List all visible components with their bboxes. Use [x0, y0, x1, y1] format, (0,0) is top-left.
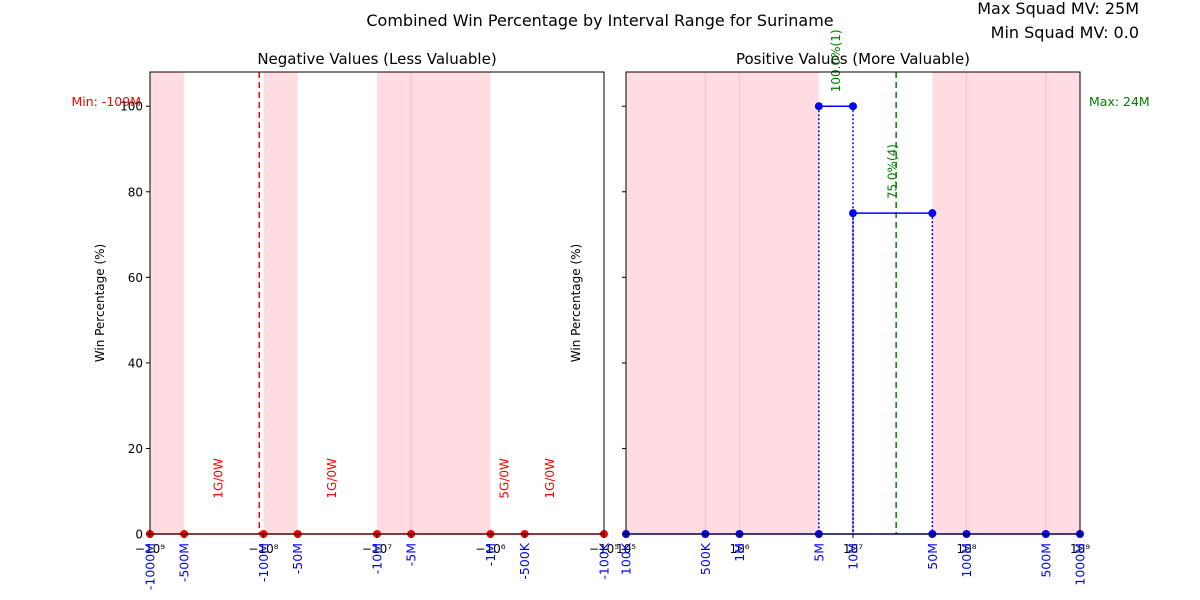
- step-point: [849, 102, 857, 111]
- x-value-label: 50M: [925, 543, 940, 570]
- x-tick-label: −10⁵: [589, 542, 619, 556]
- pos-y-axis-label: Win Percentage (%): [569, 244, 583, 362]
- x-tick-label: 10⁵: [616, 542, 636, 556]
- max-squad-mv-label: Max Squad MV: 25M: [977, 0, 1139, 18]
- pos-panel-title: Positive Values (More Valuable): [736, 50, 970, 68]
- x-value-label: 500K: [698, 542, 713, 575]
- step-point: [928, 209, 937, 218]
- step-point: [814, 102, 823, 111]
- x-value-label: 100K: [619, 542, 634, 575]
- x-value-label: -500K: [517, 542, 532, 579]
- x-tick-label: 10⁹: [1070, 542, 1090, 556]
- y-tick-label: 100: [120, 100, 143, 114]
- data-annotation: 1G/0W: [211, 458, 225, 499]
- x-tick-label: 10⁷: [843, 542, 863, 556]
- y-tick-label: 40: [128, 356, 143, 370]
- y-tick-label: 0: [135, 528, 143, 542]
- x-tick-label: −10⁶: [475, 542, 505, 556]
- y-tick-label: 20: [128, 442, 143, 456]
- neg-panel-title: Negative Values (Less Valuable): [257, 50, 496, 68]
- x-value-label: -100M: [256, 543, 271, 582]
- x-value-label: -50M: [290, 543, 305, 574]
- x-value-label: 10M: [846, 543, 861, 570]
- y-tick-label: 60: [128, 271, 143, 285]
- x-value-label: 1M: [732, 543, 747, 562]
- x-value-label: -5M: [404, 543, 419, 566]
- data-annotation: 5G/0W: [498, 458, 512, 499]
- x-value-label: -500M: [177, 543, 192, 582]
- y-tick-label: 80: [128, 185, 143, 199]
- x-tick-label: −10⁸: [248, 542, 278, 556]
- x-tick-label: −10⁹: [135, 542, 165, 556]
- step-label: 75.0%(4): [886, 144, 900, 199]
- x-value-label: -100K: [597, 542, 612, 579]
- shaded-range: [263, 72, 298, 534]
- step-point: [849, 209, 857, 218]
- x-value-label: 5M: [811, 543, 826, 562]
- negative-values-panel: Negative Values (Less Valuable) Min: -109…: [71, 50, 619, 590]
- step-label: 100.0%(1): [829, 29, 843, 92]
- shaded-range: [377, 72, 491, 534]
- data-annotation: 1G/0W: [543, 458, 557, 499]
- data-annotation: 1G/0W: [325, 458, 339, 499]
- shaded-range: [150, 72, 185, 534]
- min-value-label: Min: -109M: [71, 94, 141, 109]
- x-tick-label: −10⁷: [362, 542, 392, 556]
- shaded-range: [626, 72, 819, 534]
- x-value-label: -1000M: [143, 543, 158, 590]
- x-value-label: 100M: [959, 543, 974, 578]
- neg-y-axis-label: Win Percentage (%): [93, 244, 107, 362]
- x-value-label: 500M: [1038, 543, 1053, 578]
- x-value-label: 1000M: [1073, 543, 1088, 586]
- min-squad-mv-label: Min Squad MV: 0.0: [991, 23, 1139, 42]
- positive-values-panel: Positive Values (More Valuable) Max: 24M 1…: [569, 29, 1150, 585]
- max-value-label: Max: 24M: [1089, 94, 1150, 109]
- x-tick-label: 10⁶: [729, 542, 749, 556]
- figure-title: Combined Win Percentage by Interval Rang…: [366, 11, 833, 30]
- x-value-label: -10M: [370, 543, 385, 574]
- x-tick-label: 10⁸: [956, 542, 976, 556]
- shaded-range: [932, 72, 1080, 534]
- x-value-label: -1M: [483, 543, 498, 566]
